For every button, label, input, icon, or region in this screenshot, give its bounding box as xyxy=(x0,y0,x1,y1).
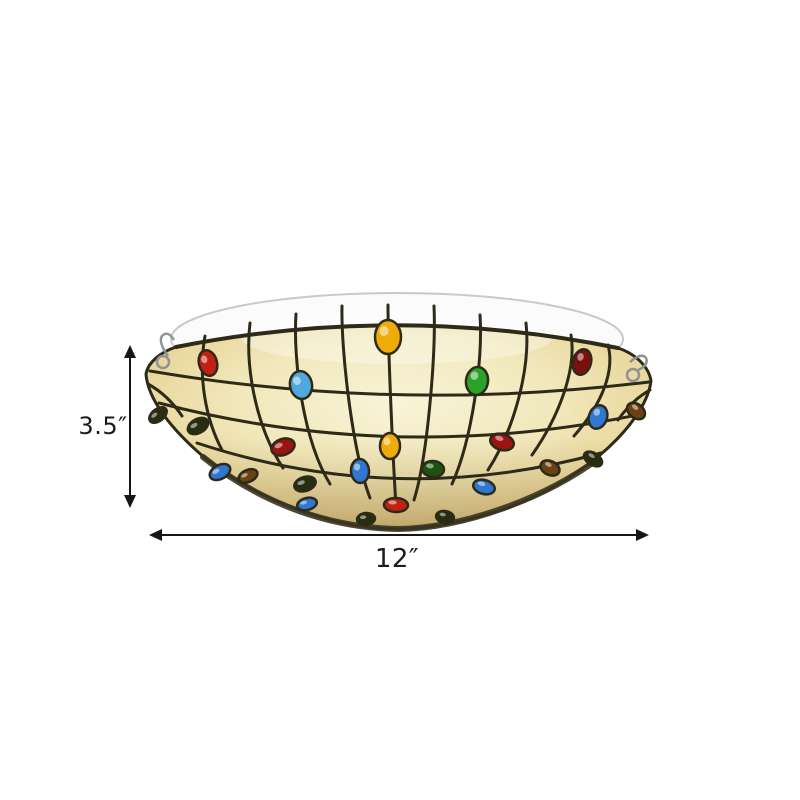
jewel-darkOlive xyxy=(148,405,168,425)
jewel-darkOlive xyxy=(434,509,456,525)
jewel-brown xyxy=(539,459,561,477)
right-hook-icon xyxy=(625,354,648,383)
jewel-maroon xyxy=(571,347,593,377)
width-dimension-label: 12″ xyxy=(374,544,420,574)
jewel-red xyxy=(197,348,219,378)
jewel-darkOlive xyxy=(355,511,377,527)
jewel-crimson xyxy=(489,432,515,452)
jewel-darkGreen xyxy=(420,459,446,479)
jewel-blue xyxy=(295,496,319,512)
jewel-darkOlive xyxy=(293,475,317,493)
jewels-layer xyxy=(148,318,647,527)
jewel-green xyxy=(464,365,490,397)
jewel-brown xyxy=(625,401,647,421)
height-dimension-arrow xyxy=(124,345,136,508)
jewel-darkOlive xyxy=(186,416,210,436)
jewel-blue xyxy=(208,462,232,482)
jewel-blue xyxy=(587,404,609,430)
jewel-crimson xyxy=(270,437,296,457)
bottom-lead-band xyxy=(200,454,601,533)
jewel-brown xyxy=(237,467,259,485)
left-hook-icon xyxy=(155,332,176,370)
jewel-amber xyxy=(373,318,403,356)
height-dimension-label: 3.5″ xyxy=(78,412,128,440)
jewel-blue xyxy=(349,457,371,485)
jewel-darkOlive xyxy=(582,450,604,468)
jewel-blue xyxy=(471,478,497,496)
width-dimension-arrow xyxy=(149,529,649,541)
jewel-red xyxy=(382,496,410,514)
jewel-lightBlue xyxy=(288,369,314,401)
jewel-amber xyxy=(378,431,402,461)
